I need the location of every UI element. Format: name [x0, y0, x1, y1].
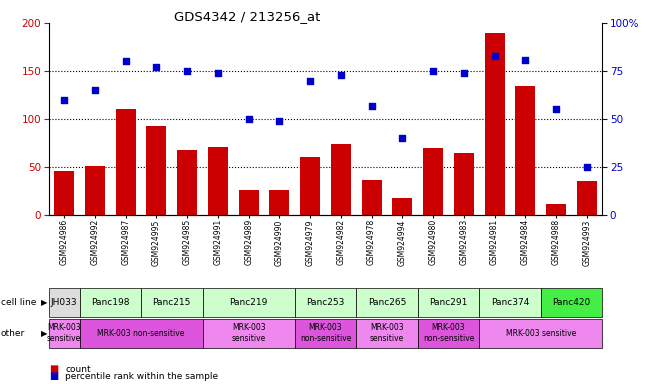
Text: Panc219: Panc219: [229, 298, 268, 307]
Bar: [116, 109, 135, 215]
Text: Panc374: Panc374: [491, 298, 529, 307]
Text: other: other: [1, 329, 25, 338]
Point: [120, 58, 131, 65]
Text: percentile rank within the sample: percentile rank within the sample: [65, 372, 218, 381]
Point: [397, 135, 408, 141]
Text: MRK-003
non-sensitive: MRK-003 non-sensitive: [422, 323, 474, 343]
Point: [59, 97, 70, 103]
Text: ■: ■: [49, 364, 58, 374]
Bar: [393, 198, 412, 215]
Bar: [54, 171, 74, 215]
Point: [213, 70, 223, 76]
Point: [458, 70, 469, 76]
Point: [490, 53, 500, 59]
Text: ■: ■: [49, 371, 58, 381]
Bar: [577, 182, 597, 215]
Bar: [239, 190, 258, 215]
Text: MRK-003
non-sensitive: MRK-003 non-sensitive: [300, 323, 351, 343]
Point: [182, 68, 193, 74]
Bar: [516, 86, 535, 215]
Point: [90, 87, 100, 93]
Point: [551, 106, 561, 113]
Point: [520, 56, 531, 63]
Text: MRK-003 non-sensitive: MRK-003 non-sensitive: [98, 329, 185, 338]
Text: GDS4342 / 213256_at: GDS4342 / 213256_at: [174, 10, 320, 23]
Point: [367, 103, 377, 109]
Text: JH033: JH033: [51, 298, 77, 307]
Bar: [300, 157, 320, 215]
Text: Panc215: Panc215: [152, 298, 191, 307]
Text: ▶: ▶: [41, 329, 48, 338]
Text: Panc253: Panc253: [307, 298, 344, 307]
Text: Panc420: Panc420: [552, 298, 590, 307]
Text: MRK-003
sensitive: MRK-003 sensitive: [370, 323, 404, 343]
Text: MRK-003
sensitive: MRK-003 sensitive: [47, 323, 81, 343]
Point: [581, 164, 592, 170]
Bar: [177, 150, 197, 215]
Point: [243, 116, 254, 122]
Text: cell line: cell line: [1, 298, 36, 307]
Bar: [146, 126, 167, 215]
Bar: [484, 33, 505, 215]
Bar: [331, 144, 351, 215]
Bar: [270, 190, 290, 215]
Bar: [85, 166, 105, 215]
Text: MRK-003 sensitive: MRK-003 sensitive: [506, 329, 576, 338]
Bar: [546, 205, 566, 215]
Text: ▶: ▶: [41, 298, 48, 307]
Point: [274, 118, 284, 124]
Bar: [208, 147, 228, 215]
Bar: [423, 148, 443, 215]
Bar: [361, 180, 381, 215]
Point: [151, 64, 161, 70]
Point: [428, 68, 438, 74]
Text: count: count: [65, 365, 90, 374]
Text: Panc198: Panc198: [91, 298, 130, 307]
Point: [305, 78, 315, 84]
Text: MRK-003
sensitive: MRK-003 sensitive: [232, 323, 266, 343]
Point: [336, 72, 346, 78]
Text: Panc291: Panc291: [429, 298, 467, 307]
Text: Panc265: Panc265: [368, 298, 406, 307]
Bar: [454, 153, 474, 215]
